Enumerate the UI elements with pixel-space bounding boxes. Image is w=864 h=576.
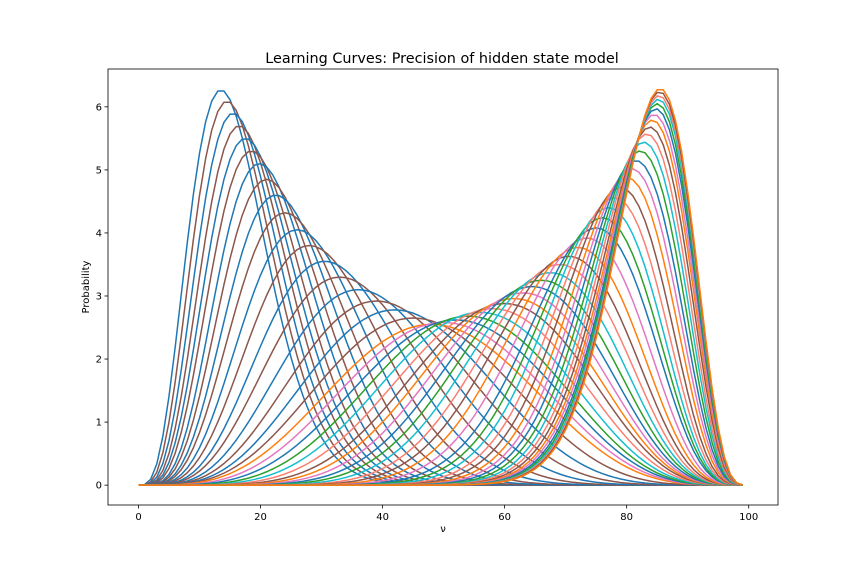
x-tick-label: 60	[498, 512, 511, 523]
right-group-curve-2	[138, 319, 743, 486]
curves-group	[138, 88, 743, 486]
y-tick-label: 4	[96, 228, 102, 239]
y-tick-label: 5	[96, 165, 102, 176]
plot-frame	[107, 68, 779, 506]
y-axis: 0 1 2 3 4 5 6	[96, 102, 108, 492]
y-tick-label: 0	[96, 481, 102, 492]
right-group-curve-3	[138, 315, 743, 486]
right-group-curve-35	[138, 88, 743, 486]
x-axis: 0 20 40 60 80 100	[135, 505, 758, 523]
y-tick-label: 3	[96, 291, 102, 302]
y-axis-label: Probability	[81, 260, 92, 313]
left-group-curve-16	[138, 309, 743, 486]
x-tick-label: 40	[376, 512, 389, 523]
x-tick-label: 20	[254, 512, 267, 523]
right-group-curve-4	[138, 311, 743, 486]
y-tick-label: 2	[96, 355, 102, 366]
y-tick-label: 1	[96, 418, 102, 429]
x-tick-label: 0	[135, 512, 141, 523]
y-tick-label: 6	[96, 102, 102, 113]
x-tick-label: 80	[620, 512, 633, 523]
chart-title: Learning Curves: Precision of hidden sta…	[265, 51, 618, 67]
right-group-curve-0	[138, 323, 743, 486]
right-group-curve-5	[138, 307, 743, 486]
x-axis-label: ν	[440, 524, 446, 535]
x-tick-label: 100	[739, 512, 758, 523]
